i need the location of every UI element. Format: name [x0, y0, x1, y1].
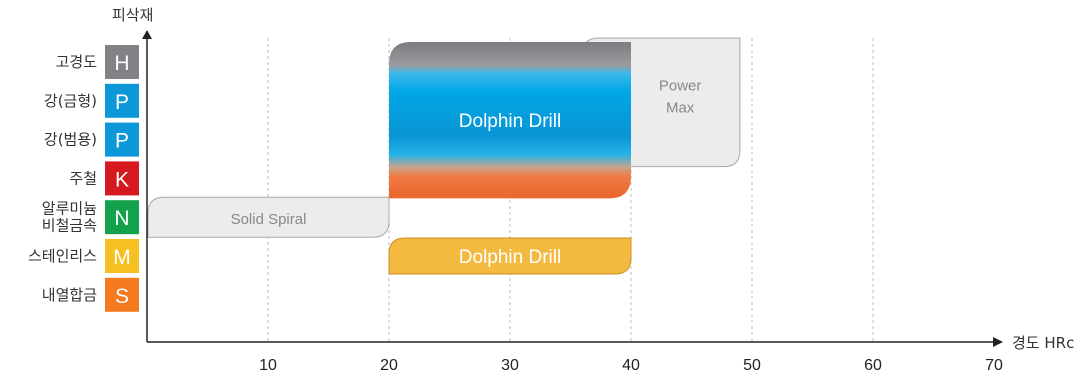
category-badge-letter: M	[113, 246, 131, 269]
x-axis-arrow	[993, 337, 1003, 347]
category-row: M 스테인리스	[28, 239, 139, 273]
x-tick-label: 10	[259, 357, 277, 374]
range-bar: Dolphin Drill	[388, 237, 632, 275]
category-row: P 강(범용)	[44, 122, 139, 157]
range-bar-shape	[388, 237, 632, 275]
category-badge-letter: P	[115, 91, 129, 114]
category-badge-letter: P	[115, 130, 129, 153]
category-badge	[105, 277, 139, 312]
range-bar: Dolphin Drill	[389, 42, 631, 199]
category-badge	[105, 239, 139, 273]
x-tick-label: 30	[501, 357, 519, 374]
category-label: 내열합금	[42, 286, 97, 304]
category-badge	[105, 200, 139, 235]
category-row: P 강(금형)	[44, 83, 139, 118]
category-label: 비철금속	[42, 217, 97, 235]
x-tick-label: 20	[380, 357, 398, 374]
category-badge-letter: N	[114, 207, 129, 230]
x-tick-label: 70	[985, 357, 1003, 374]
range-bars: Power Max Dolphin Drill Solid Spiral Dolphin…	[147, 37, 741, 275]
x-tick-label: 60	[864, 357, 882, 374]
range-bar-label: Dolphin Drill	[459, 111, 561, 132]
axes: 피삭재 경도 HRc	[112, 6, 1074, 352]
y-axis-arrow	[142, 30, 152, 39]
category-label: 스테인리스	[28, 247, 97, 265]
range-bar: Solid Spiral	[147, 196, 390, 238]
category-label: 주철	[69, 169, 97, 187]
category-label: 강(금형)	[44, 92, 97, 110]
range-bar-label: Power Max	[659, 77, 702, 116]
category-badge	[105, 83, 139, 118]
range-bar-shape	[147, 196, 390, 238]
category-badge	[105, 45, 139, 79]
category-label: 강(범용)	[44, 131, 97, 149]
category-label: 알루미늄	[42, 200, 97, 218]
x-tick-label: 50	[743, 357, 761, 374]
category-badge-letter: K	[115, 168, 129, 191]
category-row: S 내열합금	[42, 277, 139, 312]
category-badge-letter: S	[115, 285, 129, 308]
range-bar-shape	[389, 42, 631, 199]
category-badge-letter: H	[114, 52, 129, 75]
category-badge	[105, 161, 139, 196]
range-bar-label: Dolphin Drill	[459, 247, 561, 268]
category-row: K 주철	[69, 161, 139, 196]
x-axis-label: 경도 HRc	[1012, 334, 1074, 352]
category-badge	[105, 122, 139, 157]
x-tick-label: 40	[622, 357, 640, 374]
category-row: H 고경도	[56, 45, 139, 79]
category-label: 고경도	[56, 53, 98, 71]
x-tick-labels: 10 20 30 40 50 60 70	[259, 357, 1003, 374]
y-axis-label: 피삭재	[112, 6, 153, 24]
range-bar-label: Solid Spiral	[231, 211, 307, 228]
